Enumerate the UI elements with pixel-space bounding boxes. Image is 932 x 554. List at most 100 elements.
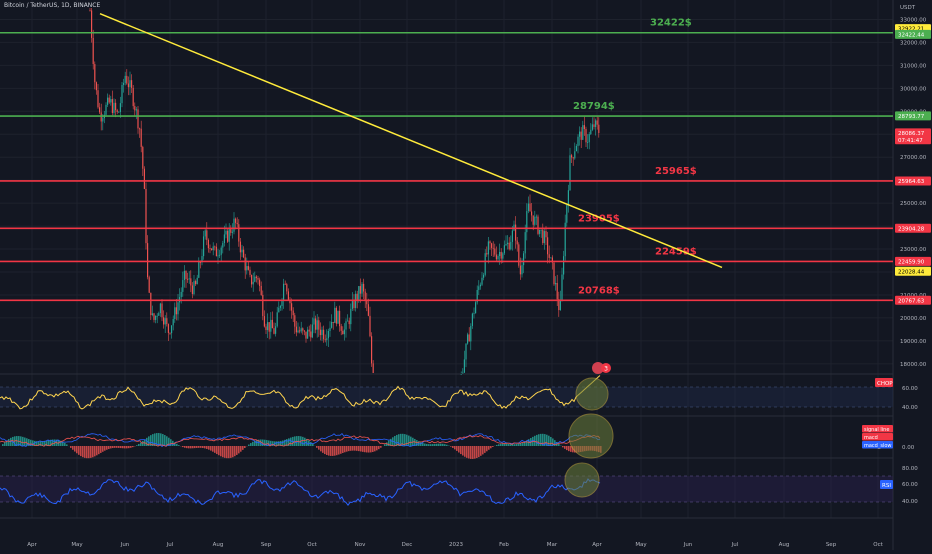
macd-bar [374, 446, 376, 451]
candle-body [229, 229, 230, 242]
candle-body [568, 190, 569, 205]
macd-bar [118, 446, 120, 448]
candle-body [333, 322, 334, 323]
time-tick-label: Dec [402, 542, 413, 548]
macd-bar [380, 446, 382, 448]
macd-bar [70, 446, 72, 448]
macd-bar [342, 446, 344, 453]
candle-body [288, 291, 289, 300]
candle-body [560, 300, 561, 310]
candle-body [281, 300, 282, 306]
candle-body [344, 330, 345, 335]
candle-body [593, 124, 594, 127]
candle-body [475, 302, 476, 313]
candle-body [534, 217, 535, 225]
macd-bar [184, 446, 186, 448]
macd-bar [126, 446, 128, 448]
time-tick-label: Jun [120, 542, 130, 548]
candle-body [190, 278, 191, 285]
candle-body [141, 129, 142, 147]
candle-body [272, 320, 273, 328]
candle-body [345, 321, 346, 329]
macd-bar [310, 442, 312, 446]
candle-body [312, 325, 313, 338]
candle-body [136, 109, 137, 110]
macd-bar [558, 444, 560, 446]
macd-bar [422, 443, 424, 446]
macd-badge-label: signal line [864, 427, 889, 433]
candle-body [483, 275, 484, 278]
candle-body [584, 125, 585, 129]
candle-body [262, 295, 263, 316]
macd-bar [86, 446, 88, 458]
chop-tick: 40.00 [902, 405, 918, 411]
candle-body [232, 232, 233, 233]
rsi-tick: 40.00 [902, 499, 918, 505]
candle-body [110, 99, 111, 102]
candle-body [357, 294, 358, 300]
macd-bar [128, 446, 130, 448]
candle-body [310, 331, 311, 337]
macd-bar [24, 438, 26, 446]
candle-body [360, 286, 361, 294]
macd-bar [450, 446, 452, 447]
candle-body [536, 217, 537, 218]
candle-body [121, 85, 122, 103]
candle-body [155, 316, 156, 320]
candle-body [507, 243, 508, 244]
candle-body [128, 84, 129, 88]
candle-body [539, 230, 540, 234]
candle-body [177, 302, 178, 314]
macd-bar [194, 446, 196, 448]
macd-bar [502, 444, 504, 446]
candle-body [329, 328, 330, 331]
candle-body [224, 234, 225, 243]
candle-body [592, 124, 593, 129]
candle-body [525, 232, 526, 253]
candle-body [366, 301, 367, 305]
candle-body [214, 246, 215, 247]
candle-body [182, 280, 183, 292]
candle-body [246, 266, 247, 270]
candle-body [152, 313, 153, 315]
macd-bar [202, 446, 204, 448]
macd-bar [316, 446, 318, 448]
macd-bar [444, 444, 446, 446]
candle-body [579, 132, 580, 137]
candle-body [142, 147, 143, 169]
candle-body [219, 255, 220, 256]
macd-bar [186, 446, 188, 448]
candle-body [326, 338, 327, 340]
macd-bar [538, 434, 540, 446]
macd-bar [290, 438, 292, 446]
macd-bar [506, 444, 508, 446]
event-badge[interactable]: 3 [592, 362, 611, 374]
macd-bar [214, 446, 216, 453]
macd-bar [568, 446, 570, 451]
macd-bar [182, 446, 184, 447]
candle-body [361, 284, 362, 294]
candle-body [285, 284, 286, 285]
candle-body [553, 263, 554, 285]
time-tick-label: Jul [731, 542, 739, 548]
macd-bar [200, 446, 202, 448]
macd-bar [320, 446, 322, 451]
candle-body [296, 327, 297, 333]
price-tick-label: 18000.00 [900, 362, 927, 368]
candle-body [131, 80, 132, 88]
event-badge-count: 3 [604, 366, 608, 373]
candle-body [315, 318, 316, 329]
macd-bar [104, 446, 106, 451]
candle-body [581, 132, 582, 140]
macd-bar [424, 444, 426, 446]
candle-body [101, 112, 102, 121]
candle-body [555, 283, 556, 284]
macd-bar [482, 446, 484, 454]
macd-bar [326, 446, 328, 455]
candle-body [582, 125, 583, 140]
macd-bar [330, 446, 332, 456]
macd-bar [218, 446, 220, 455]
candle-body [249, 270, 250, 275]
price-tick-label: 32000.00 [900, 40, 927, 46]
